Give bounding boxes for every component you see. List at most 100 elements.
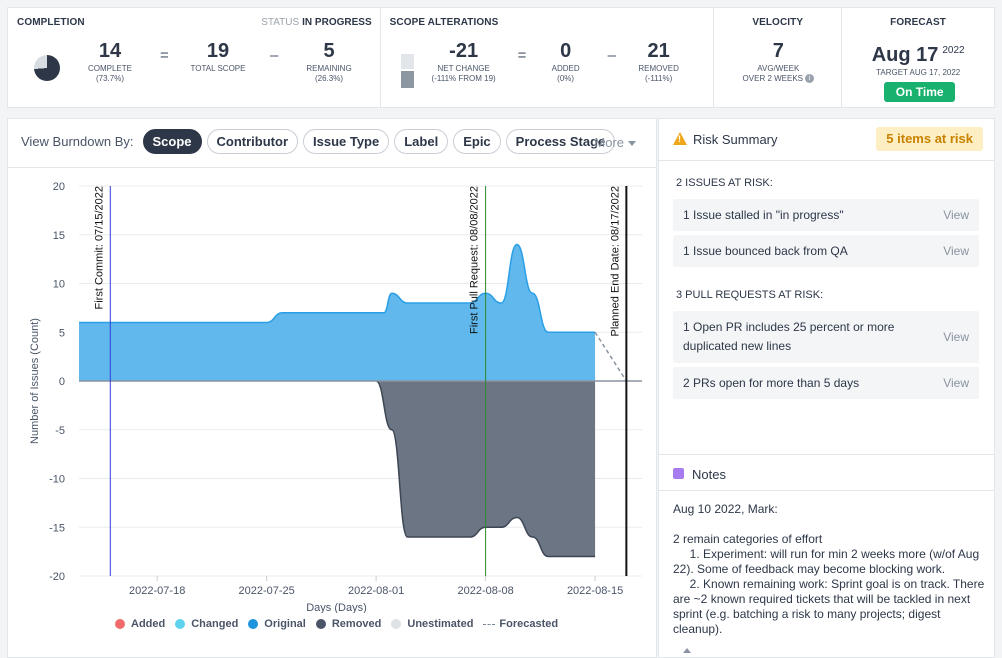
- view-link[interactable]: View: [943, 208, 969, 222]
- velocity-title: VELOCITY: [752, 17, 804, 28]
- legend-label: Removed: [331, 618, 382, 630]
- marker-label: First Commit: 07/15/2022: [93, 186, 105, 310]
- chevron-down-icon: [628, 141, 636, 147]
- scope-bars-icon: [400, 54, 414, 88]
- y-tick-label: -20: [49, 571, 65, 583]
- y-tick-label: 0: [59, 376, 65, 388]
- pill-contributor[interactable]: Contributor: [206, 129, 298, 154]
- burndown-filter: View Burndown By: Scope Contributor Issu…: [21, 129, 620, 154]
- status-value: IN PROGRESS: [302, 17, 372, 28]
- more-label: More: [594, 135, 624, 150]
- y-tick-label: 20: [53, 181, 65, 193]
- more-dropdown[interactable]: More: [594, 135, 636, 150]
- legend-dot: [115, 619, 125, 629]
- x-axis-label: Days (Days): [306, 602, 367, 613]
- y-axis-label: Number of Issues (Count): [29, 318, 41, 444]
- y-tick-label: 15: [53, 230, 65, 242]
- scope-alterations-panel: SCOPE ALTERATIONS -21 NET CHANGE (-111% …: [381, 8, 715, 107]
- legend-item-unestimated[interactable]: Unestimated: [391, 618, 473, 630]
- pill-scope[interactable]: Scope: [142, 129, 202, 154]
- line-removed: [375, 380, 596, 558]
- remaining-value: 5: [323, 40, 335, 62]
- legend-dash: [483, 623, 496, 625]
- removed-label: REMOVED: [638, 64, 679, 73]
- forecast-title: FORECAST: [890, 17, 946, 28]
- total-scope-stat: 19 TOTAL SCOPE: [188, 38, 248, 74]
- net-change-label: NET CHANGE: [437, 64, 490, 73]
- risk-row: 1 Issue stalled in "in progress" View: [673, 199, 979, 231]
- summary-bar: COMPLETION STATUS IN PROGRESS 14 COMPLETE…: [7, 7, 995, 108]
- warning-icon: !: [673, 132, 687, 145]
- divider: [659, 454, 994, 455]
- complete-value: 14: [98, 40, 122, 62]
- forecast-year: 2022: [942, 45, 965, 56]
- burndown-filter-label: View Burndown By:: [21, 134, 134, 149]
- risk-row: 1 Issue bounced back from QA View: [673, 235, 979, 267]
- equals-sign: =: [517, 47, 527, 64]
- x-tick-label: 2022-07-18: [129, 585, 185, 597]
- velocity-stat: 7 AVG/WEEK OVER 2 WEEKS i: [714, 38, 842, 84]
- x-tick-label: 2022-07-25: [239, 585, 295, 597]
- y-tick-label: 5: [59, 327, 65, 339]
- legend-dot: [175, 619, 186, 629]
- burndown-card: View Burndown By: Scope Contributor Issu…: [7, 118, 657, 658]
- view-link[interactable]: View: [943, 376, 969, 390]
- info-icon[interactable]: i: [805, 74, 815, 84]
- risk-count-badge: 5 items at risk: [876, 127, 983, 151]
- legend-dot: [391, 619, 402, 629]
- pill-label[interactable]: Label: [394, 129, 449, 154]
- scope-alterations-title: SCOPE ALTERATIONS: [389, 17, 499, 28]
- removed-stat: 21 REMOVED (-111%): [636, 38, 682, 84]
- legend-item-changed[interactable]: Changed: [175, 618, 238, 630]
- divider: [659, 490, 994, 491]
- minus-sign: –: [607, 47, 616, 64]
- velocity-value: 7: [772, 40, 784, 62]
- velocity-period-text: OVER 2 WEEKS: [742, 74, 804, 83]
- pill-issue-type[interactable]: Issue Type: [303, 129, 390, 154]
- legend-dot: [248, 619, 259, 629]
- notes-title: Notes: [692, 467, 726, 482]
- net-change-value: -21: [449, 40, 479, 62]
- on-time-badge: On Time: [884, 82, 956, 102]
- added-percent: (0%): [557, 74, 575, 83]
- removed-percent: (-111%): [644, 74, 673, 83]
- risk-text: 1 Issue bounced back from QA: [683, 244, 848, 258]
- velocity-panel: VELOCITY 7 AVG/WEEK OVER 2 WEEKS i: [714, 8, 843, 107]
- equals-sign: =: [160, 47, 169, 64]
- y-tick-label: 10: [53, 279, 65, 291]
- side-panel: ! Risk Summary 5 items at risk 2 ISSUES …: [658, 118, 995, 658]
- view-link[interactable]: View: [943, 244, 969, 258]
- remaining-label: REMAINING: [306, 64, 352, 73]
- legend-item-original[interactable]: Original: [248, 618, 306, 630]
- legend-label: Forecasted: [499, 618, 559, 630]
- pill-process-stage[interactable]: Process Stage: [505, 129, 616, 154]
- complete-stat: 14 COMPLETE (73.7%): [83, 38, 137, 84]
- legend-item-forecasted[interactable]: Forecasted: [483, 618, 558, 630]
- x-tick-label: 2022-08-15: [567, 585, 623, 597]
- burndown-chart: 20 15 10 5 0 -5 -10 -15 -20 First Commit: 07/15/2…: [29, 181, 642, 613]
- issues-at-risk-label: 2 ISSUES AT RISK:: [676, 177, 773, 189]
- forecast-target: TARGET AUG 17, 2022: [876, 68, 961, 77]
- legend-item-added[interactable]: Added: [115, 618, 165, 630]
- legend-item-removed[interactable]: Removed: [315, 618, 382, 630]
- net-change-sub: (-111% FROM 19): [431, 74, 496, 83]
- chart-legend: Added Changed Original Removed Unestimat…: [115, 618, 568, 630]
- pill-epic[interactable]: Epic: [453, 129, 501, 154]
- y-tick-label: -10: [49, 474, 65, 486]
- completion-title: COMPLETION: [17, 17, 85, 28]
- risk-text: 2 PRs open for more than 5 days: [683, 376, 860, 390]
- marker-label: Planned End Date: 08/17/2022: [609, 186, 621, 336]
- risk-summary-header: ! Risk Summary 5 items at risk: [659, 119, 994, 161]
- complete-label: COMPLETE: [87, 64, 132, 73]
- added-value: 0: [560, 40, 572, 62]
- marker-label: First Pull Request: 08/08/2022: [469, 186, 481, 334]
- note-icon: [673, 468, 684, 479]
- prs-at-risk-label: 3 PULL REQUESTS AT RISK:: [676, 289, 824, 301]
- forecast-stat: Aug 17 2022 TARGET AUG 17, 2022: [842, 38, 994, 78]
- view-link[interactable]: View: [943, 330, 969, 344]
- velocity-period: OVER 2 WEEKS i: [714, 74, 842, 84]
- x-tick-label: 2022-08-01: [348, 585, 404, 597]
- risk-summary-title: Risk Summary: [693, 132, 778, 147]
- risk-text: 1 Issue stalled in "in progress": [683, 208, 844, 222]
- forecast-date-row: Aug 17 2022: [842, 38, 994, 68]
